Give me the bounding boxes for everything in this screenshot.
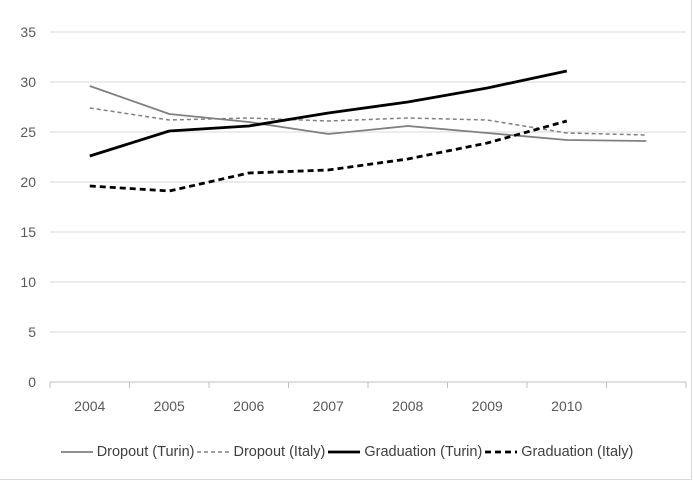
series-line-dropout-turin bbox=[89, 85, 647, 142]
y-tick-label-15: 15 bbox=[20, 224, 36, 240]
legend-label-dropout-turin: Dropout (Turin) bbox=[96, 444, 195, 460]
x-axis bbox=[49, 381, 687, 388]
legend: Dropout (Turin) Dropout (Italy) Graduati… bbox=[0, 441, 693, 463]
y-tick-label-30: 30 bbox=[20, 74, 36, 90]
legend-label-dropout-italy: Dropout (Italy) bbox=[233, 444, 326, 460]
y-tick-label-0: 0 bbox=[28, 374, 36, 390]
x-tick-label-2005: 2005 bbox=[154, 398, 185, 414]
y-tick-label-25: 25 bbox=[20, 124, 36, 140]
y-tick-label-10: 10 bbox=[20, 274, 36, 290]
legend-swatch-dropout-italy bbox=[197, 451, 230, 453]
legend-item-graduation-italy: Graduation (Italy) bbox=[484, 444, 633, 460]
gridlines bbox=[50, 31, 686, 333]
series-line-graduation-turin bbox=[89, 69, 568, 158]
x-tick-label-2006: 2006 bbox=[233, 398, 264, 414]
series-line-graduation-italy bbox=[89, 119, 568, 193]
legend-label-graduation-italy: Graduation (Italy) bbox=[521, 444, 634, 460]
y-tick-label-35: 35 bbox=[20, 24, 36, 40]
legend-swatch-graduation-italy bbox=[485, 450, 518, 454]
x-tick-label-2010: 2010 bbox=[551, 398, 582, 414]
legend-label-graduation-turin: Graduation (Turin) bbox=[364, 444, 483, 460]
y-tick-label-20: 20 bbox=[20, 174, 36, 190]
legend-item-dropout-turin: Dropout (Turin) bbox=[60, 444, 195, 460]
legend-item-dropout-italy: Dropout (Italy) bbox=[196, 444, 325, 460]
series-lines bbox=[89, 69, 647, 193]
legend-swatch-dropout-turin bbox=[60, 451, 93, 453]
x-tick-label-2009: 2009 bbox=[472, 398, 503, 414]
x-axis-tick-labels: 2004 2005 2006 2007 2008 2009 2010 bbox=[74, 398, 582, 414]
series-line-dropout-italy bbox=[89, 107, 647, 136]
legend-swatch-graduation-turin bbox=[328, 450, 361, 454]
x-tick-label-2004: 2004 bbox=[74, 398, 105, 414]
x-tick-label-2007: 2007 bbox=[313, 398, 344, 414]
y-tick-label-5: 5 bbox=[28, 324, 36, 340]
legend-item-graduation-turin: Graduation (Turin) bbox=[327, 444, 482, 460]
x-tick-label-2008: 2008 bbox=[392, 398, 423, 414]
y-axis-tick-labels: 0 5 10 15 20 25 30 35 bbox=[20, 24, 36, 390]
